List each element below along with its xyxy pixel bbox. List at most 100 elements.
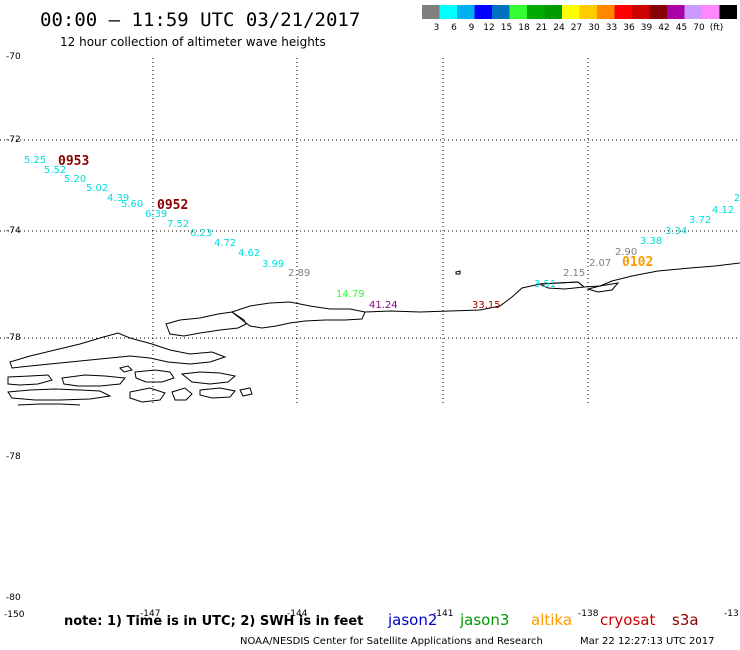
legend-swatch <box>562 5 580 19</box>
legend-label: 45 <box>676 23 687 33</box>
wave-value: 4.72 <box>214 238 236 249</box>
legend-label: 36 <box>623 23 635 33</box>
lat-label: -74 <box>6 226 21 236</box>
coastline-segment <box>61 374 126 387</box>
wave-value: 2.90 <box>615 247 637 258</box>
legend-label: 33 <box>606 23 617 33</box>
legend-swatch <box>702 5 720 19</box>
timestamp: Mar 22 12:27:13 UTC 2017 <box>580 636 715 647</box>
lon-label: -13 <box>724 609 739 619</box>
legend-swatch <box>597 5 615 19</box>
wave-value: 4.39 <box>107 193 129 204</box>
legend-label: 30 <box>588 23 600 33</box>
wave-value: 5.20 <box>64 174 86 185</box>
wave-value: 2.89 <box>288 268 310 279</box>
satellite-name: altika <box>531 611 572 629</box>
legend-label: 3 <box>434 23 440 33</box>
coastline-segment <box>134 369 175 383</box>
wave-value: 3.51 <box>534 279 556 290</box>
legend-swatch <box>509 5 527 19</box>
legend-label: 39 <box>641 23 653 33</box>
legend-label: 9 <box>469 23 475 33</box>
wave-value: 4.62 <box>238 248 260 259</box>
lat-label: -78 <box>6 333 21 343</box>
legend-label: 6 <box>451 23 457 33</box>
lat-label: -70 <box>6 52 21 62</box>
legend-label: 12 <box>483 23 494 33</box>
wave-value: 2.07 <box>589 258 611 269</box>
legend-swatch <box>579 5 597 19</box>
coastline-segment <box>171 387 193 401</box>
legend-label: 15 <box>501 23 512 33</box>
pass-time-labels: 0953 0952 0102 <box>58 154 653 270</box>
axis-labels: -70 -72 -74 -78 -78 -80 -150 -147 -144 -… <box>4 52 739 620</box>
lon-label: -144 <box>287 609 308 619</box>
coastline-segment <box>455 270 461 275</box>
coastline-segment <box>230 301 366 329</box>
grid-lines <box>0 58 740 405</box>
wave-value: 6.23 <box>190 228 212 239</box>
satellite-name: jason2 <box>387 611 437 629</box>
coastline-segment <box>9 332 227 369</box>
pass-time-label: 0102 <box>622 255 653 270</box>
legend-swatch <box>422 5 440 19</box>
legend-label: 18 <box>518 23 530 33</box>
legend-label: (ft) <box>710 23 724 33</box>
legend-swatch <box>614 5 632 19</box>
wave-value-partial: 2 <box>734 193 740 204</box>
coastline-segment <box>119 365 133 373</box>
wave-value: 5.52 <box>44 165 66 176</box>
lat-label: -72 <box>6 135 21 145</box>
chart-subtitle: 12 hour collection of altimeter wave hei… <box>60 35 326 49</box>
coastline-segment <box>129 387 166 403</box>
coastline-segment <box>7 374 53 386</box>
coastline-segment <box>199 387 236 399</box>
wave-value: 14.79 <box>336 289 365 300</box>
legend-label: 70 <box>693 23 705 33</box>
pass-time-label: 0953 <box>58 154 89 169</box>
legend-label: 24 <box>553 23 565 33</box>
chart-title: 00:00 – 11:59 UTC 03/21/2017 <box>40 9 360 31</box>
coastline-segment <box>7 388 112 401</box>
satellite-name: cryosat <box>600 611 655 629</box>
wave-height-values: 5.25 5.52 5.20 5.02 4.39 5.60 6.39 7.52 … <box>24 155 740 311</box>
pass-time-label: 0952 <box>157 198 188 213</box>
coastline-segment <box>538 281 586 290</box>
satellite-legend: jason2 jason3 altika cryosat s3a <box>387 611 699 629</box>
satellite-name: jason3 <box>459 611 509 629</box>
legend-swatch <box>439 5 457 19</box>
coastline-segment <box>239 387 253 397</box>
coastline-segment <box>586 282 620 293</box>
wave-value: 4.12 <box>712 205 734 216</box>
legend-swatch <box>632 5 650 19</box>
lat-label: -80 <box>6 593 21 603</box>
coastline-segment <box>165 311 247 337</box>
legend-swatch <box>474 5 492 19</box>
coastline-segment <box>180 371 237 385</box>
legend-swatch <box>544 5 562 19</box>
wave-value: 3.72 <box>689 215 711 226</box>
coastline <box>7 262 740 406</box>
wave-value: 3.99 <box>262 259 284 270</box>
color-legend: 3 6 9 12 15 18 21 24 27 30 33 36 39 42 45 70 (ft) <box>422 5 737 33</box>
legend-label: 21 <box>536 23 547 33</box>
wave-value: 41.24 <box>369 300 398 311</box>
footer-note: note: 1) Time is in UTC; 2) SWH is in fe… <box>64 614 363 629</box>
legend-label: 27 <box>571 23 582 33</box>
legend-swatch <box>667 5 685 19</box>
wave-value: 3.38 <box>640 236 662 247</box>
legend-swatch <box>684 5 702 19</box>
wave-value: 5.25 <box>24 155 46 166</box>
legend-label: 42 <box>658 23 669 33</box>
wave-value: 2.15 <box>563 268 585 279</box>
coastline-segment <box>17 403 81 406</box>
legend-swatch <box>719 5 737 19</box>
legend-swatch <box>649 5 667 19</box>
legend-swatch <box>457 5 475 19</box>
lon-label: -141 <box>433 609 453 619</box>
satellite-name: s3a <box>672 611 699 629</box>
lon-label: -147 <box>140 609 160 619</box>
legend-swatch <box>527 5 545 19</box>
wave-value: 6.39 <box>145 209 167 220</box>
legend-swatch <box>492 5 510 19</box>
